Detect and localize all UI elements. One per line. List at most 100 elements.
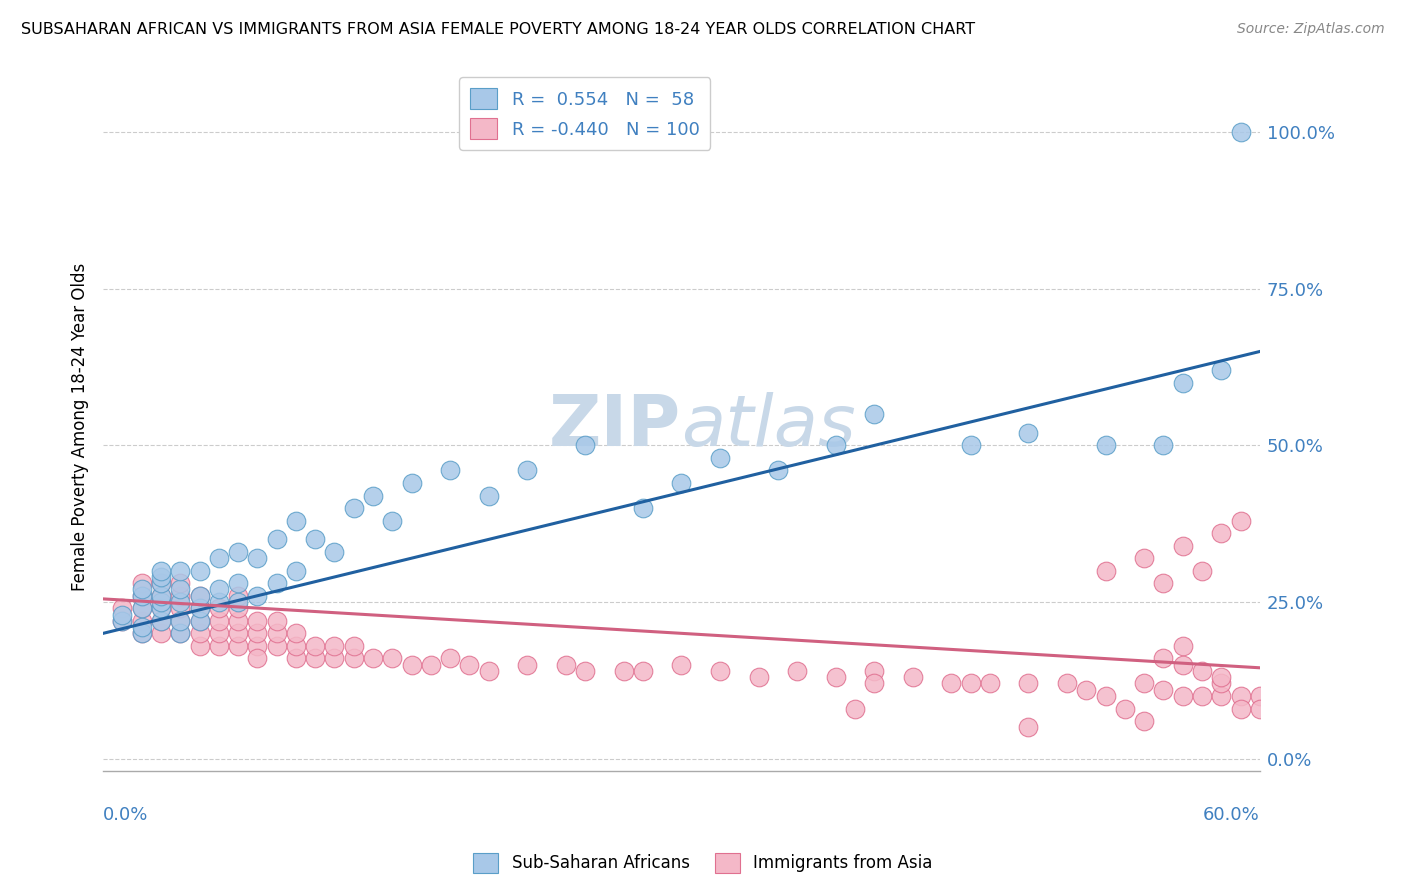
Point <box>959 438 981 452</box>
Point <box>748 670 770 684</box>
Point <box>1211 689 1233 703</box>
Point <box>343 651 366 665</box>
Point <box>458 657 481 672</box>
Point <box>516 657 538 672</box>
Point <box>671 657 693 672</box>
Point <box>149 601 172 615</box>
Point <box>1094 689 1116 703</box>
Point <box>284 514 307 528</box>
Point <box>1211 670 1233 684</box>
Point <box>1152 576 1174 591</box>
Point <box>304 651 326 665</box>
Point <box>863 676 886 690</box>
Point <box>1076 682 1098 697</box>
Point <box>343 501 366 516</box>
Point <box>266 533 288 547</box>
Point <box>226 626 249 640</box>
Point <box>419 657 441 672</box>
Point <box>131 576 153 591</box>
Point <box>169 589 191 603</box>
Point <box>188 626 211 640</box>
Point <box>1152 651 1174 665</box>
Point <box>188 589 211 603</box>
Point <box>381 514 404 528</box>
Text: 0.0%: 0.0% <box>103 805 149 823</box>
Point <box>1171 639 1194 653</box>
Point <box>1017 720 1039 734</box>
Point <box>284 564 307 578</box>
Text: atlas: atlas <box>682 392 856 461</box>
Point <box>149 576 172 591</box>
Point <box>208 551 231 566</box>
Text: SUBSAHARAN AFRICAN VS IMMIGRANTS FROM ASIA FEMALE POVERTY AMONG 18-24 YEAR OLDS : SUBSAHARAN AFRICAN VS IMMIGRANTS FROM AS… <box>21 22 976 37</box>
Point <box>188 639 211 653</box>
Point <box>1017 425 1039 440</box>
Point <box>149 595 172 609</box>
Point <box>284 651 307 665</box>
Point <box>941 676 963 690</box>
Point <box>188 564 211 578</box>
Point <box>188 589 211 603</box>
Point <box>169 626 191 640</box>
Point <box>323 651 346 665</box>
Text: 60.0%: 60.0% <box>1204 805 1260 823</box>
Text: Source: ZipAtlas.com: Source: ZipAtlas.com <box>1237 22 1385 37</box>
Point <box>169 595 191 609</box>
Point <box>863 664 886 678</box>
Point <box>574 664 596 678</box>
Point <box>169 626 191 640</box>
Point <box>959 676 981 690</box>
Point <box>1171 376 1194 390</box>
Point <box>131 626 153 640</box>
Point <box>631 501 654 516</box>
Point <box>1171 657 1194 672</box>
Point <box>439 651 461 665</box>
Point <box>361 651 384 665</box>
Point <box>709 664 731 678</box>
Point <box>786 664 808 678</box>
Point <box>131 614 153 628</box>
Point <box>226 601 249 615</box>
Point <box>304 533 326 547</box>
Point <box>439 463 461 477</box>
Point <box>631 664 654 678</box>
Point <box>1211 363 1233 377</box>
Point <box>1017 676 1039 690</box>
Point <box>188 614 211 628</box>
Y-axis label: Female Poverty Among 18-24 Year Olds: Female Poverty Among 18-24 Year Olds <box>72 262 89 591</box>
Point <box>1133 551 1156 566</box>
Point <box>478 664 501 678</box>
Legend: R =  0.554   N =  58, R = -0.440   N = 100: R = 0.554 N = 58, R = -0.440 N = 100 <box>460 78 710 150</box>
Point <box>766 463 789 477</box>
Point <box>226 614 249 628</box>
Point <box>1229 125 1251 139</box>
Point <box>111 601 134 615</box>
Point <box>516 463 538 477</box>
Point <box>208 595 231 609</box>
Point <box>169 601 191 615</box>
Point <box>266 614 288 628</box>
Point <box>401 475 423 490</box>
Point <box>131 620 153 634</box>
Point <box>149 601 172 615</box>
Point <box>901 670 924 684</box>
Point <box>1249 689 1271 703</box>
Point <box>709 450 731 465</box>
Point <box>401 657 423 672</box>
Point <box>1133 676 1156 690</box>
Point <box>246 589 269 603</box>
Point <box>1152 682 1174 697</box>
Point <box>188 601 211 615</box>
Point <box>323 545 346 559</box>
Point <box>1056 676 1078 690</box>
Point <box>323 639 346 653</box>
Point <box>1211 526 1233 541</box>
Point <box>1191 564 1213 578</box>
Point <box>246 614 269 628</box>
Text: ZIP: ZIP <box>550 392 682 461</box>
Point <box>169 582 191 597</box>
Point <box>208 582 231 597</box>
Point <box>188 601 211 615</box>
Point <box>844 701 866 715</box>
Point <box>131 582 153 597</box>
